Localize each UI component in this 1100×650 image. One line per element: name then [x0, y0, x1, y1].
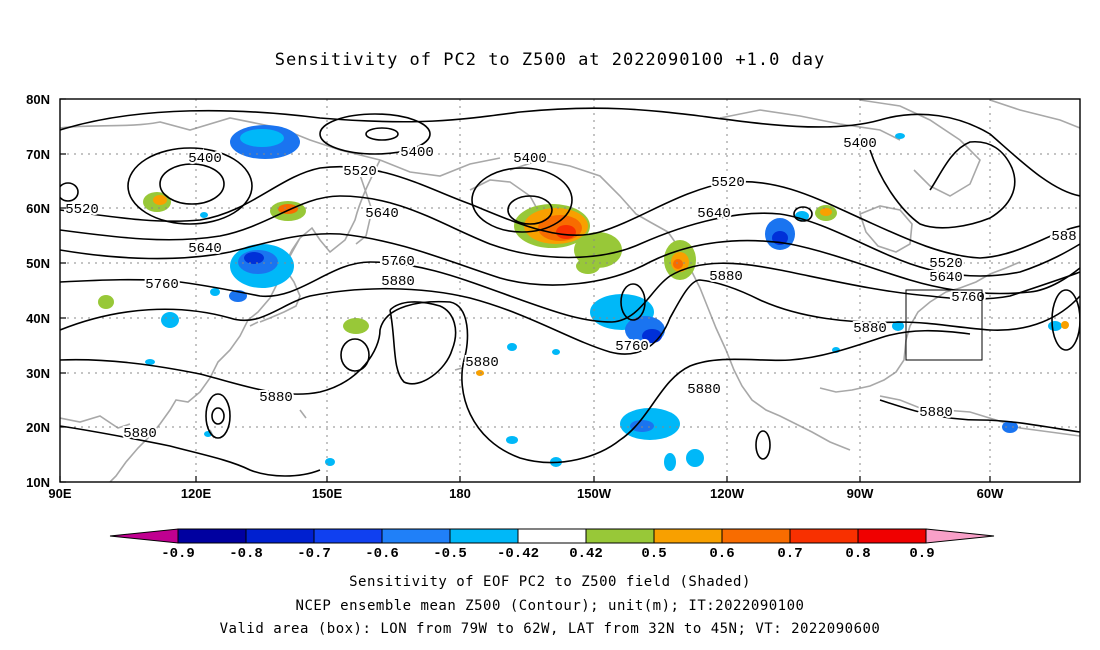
lat-label: 40N	[26, 311, 50, 326]
lon-label: 150E	[312, 486, 343, 501]
colorbar-label: -0.9	[161, 546, 195, 562]
chart-title: Sensitivity of PC2 to Z500 at 2022090100…	[274, 50, 826, 70]
contour-label: 5640	[697, 206, 731, 222]
contour-label: 5520	[65, 202, 99, 218]
contour-label: 5520	[929, 256, 963, 272]
contour-label: 5760	[145, 277, 179, 293]
colorbar-segment	[449, 528, 519, 544]
valid-area-box	[905, 289, 983, 361]
colorbar-label: -0.6	[365, 546, 399, 562]
lon-label: 150W	[577, 486, 612, 501]
lon-labels: 90E 120E 150E 180 150W 120W 90W 60W	[48, 486, 1004, 501]
lat-label: 30N	[26, 366, 50, 381]
coast-namerica-west	[667, 231, 851, 451]
contour-label: 5640	[365, 206, 399, 222]
colorbar-segment	[245, 528, 315, 544]
lon-label: 120E	[181, 486, 212, 501]
colorbar-label: -0.8	[229, 546, 263, 562]
lat-labels: 80N 70N 60N 50N 40N 30N 20N 10N	[26, 92, 50, 490]
lon-label: 90E	[48, 486, 71, 501]
coast-asia	[60, 117, 501, 482]
colorbar-segment	[585, 528, 655, 544]
lat-label: 80N	[26, 92, 50, 107]
contour-label: 5880	[709, 269, 743, 285]
sensitivity-map: 5400 5400 5400 5400 5520 5520 5520 5520 …	[26, 92, 1081, 562]
contour-label: 5880	[123, 426, 157, 442]
colorbar-segment	[517, 528, 587, 544]
colorbar-min-arrow	[109, 528, 179, 544]
contour-label: 5400	[513, 151, 547, 167]
contour-label: 5520	[343, 164, 377, 180]
contour-label: 5760	[381, 254, 415, 270]
contour-label: 588	[1051, 229, 1076, 245]
contour-labels: 5400 5400 5400 5400 5520 5520 5520 5520 …	[63, 134, 1078, 444]
lon-label: 60W	[977, 486, 1004, 501]
lat-label: 50N	[26, 256, 50, 271]
colorbar-segment	[177, 528, 247, 544]
caption-valid-area: Valid area (box): LON from 79W to 62W, L…	[219, 621, 881, 637]
colorbar-label: 0.9	[909, 546, 934, 562]
coast-namerica-east	[819, 261, 1080, 437]
colorbar-segment	[721, 528, 791, 544]
lat-label: 10N	[26, 475, 50, 490]
colorbar-segment	[857, 528, 927, 544]
contour-label: 5640	[188, 241, 222, 257]
lat-label: 70N	[26, 147, 50, 162]
colorbar-segment	[313, 528, 383, 544]
colorbar-segment	[381, 528, 451, 544]
lon-label: 120W	[710, 486, 745, 501]
contour-label: 5760	[951, 290, 985, 306]
colorbar	[109, 528, 995, 544]
contour-label: 5400	[400, 145, 434, 161]
contour-label: 5520	[711, 175, 745, 191]
lat-label: 20N	[26, 420, 50, 435]
colorbar-label: 0.7	[777, 546, 802, 562]
map-frame	[59, 98, 1081, 483]
contour-label: 5640	[929, 270, 963, 286]
colorbar-max-arrow	[925, 528, 995, 544]
coastlines	[60, 99, 1080, 482]
lon-label: 180	[449, 486, 471, 501]
caption-contour: NCEP ensemble mean Z500 (Contour); unit(…	[295, 598, 805, 614]
contour-label: 5880	[465, 355, 499, 371]
axis-ticks	[59, 98, 991, 483]
lat-label: 60N	[26, 201, 50, 216]
colorbar-label: 0.42	[569, 546, 603, 562]
colorbar-label: 0.6	[709, 546, 734, 562]
colorbar-label: -0.42	[497, 546, 539, 562]
colorbar-label: -0.7	[297, 546, 331, 562]
contour-label: 5880	[381, 274, 415, 290]
coast-kamchatka	[355, 174, 373, 245]
coast-hudson-bay	[859, 205, 913, 253]
colorbar-label: -0.5	[433, 546, 467, 562]
sensitivity-shading	[98, 125, 1069, 471]
colorbar-label: 0.5	[641, 546, 666, 562]
coast-arctic-islands	[719, 99, 1080, 197]
colorbar-label: 0.8	[845, 546, 870, 562]
contour-label: 5880	[853, 321, 887, 337]
lon-label: 90W	[847, 486, 874, 501]
colorbar-segment	[653, 528, 723, 544]
contour-label: 5400	[843, 136, 877, 152]
contour-label: 5400	[188, 151, 222, 167]
colorbar-labels: -0.9 -0.8 -0.7 -0.6 -0.5 -0.42 0.42 0.5 …	[161, 546, 934, 562]
contour-label: 5880	[687, 382, 721, 398]
contour-label: 5880	[259, 390, 293, 406]
colorbar-segment	[789, 528, 859, 544]
contour-label: 5880	[919, 405, 953, 421]
contour-label: 5760	[615, 339, 649, 355]
caption-shading: Sensitivity of EOF PC2 to Z500 field (Sh…	[349, 574, 751, 590]
